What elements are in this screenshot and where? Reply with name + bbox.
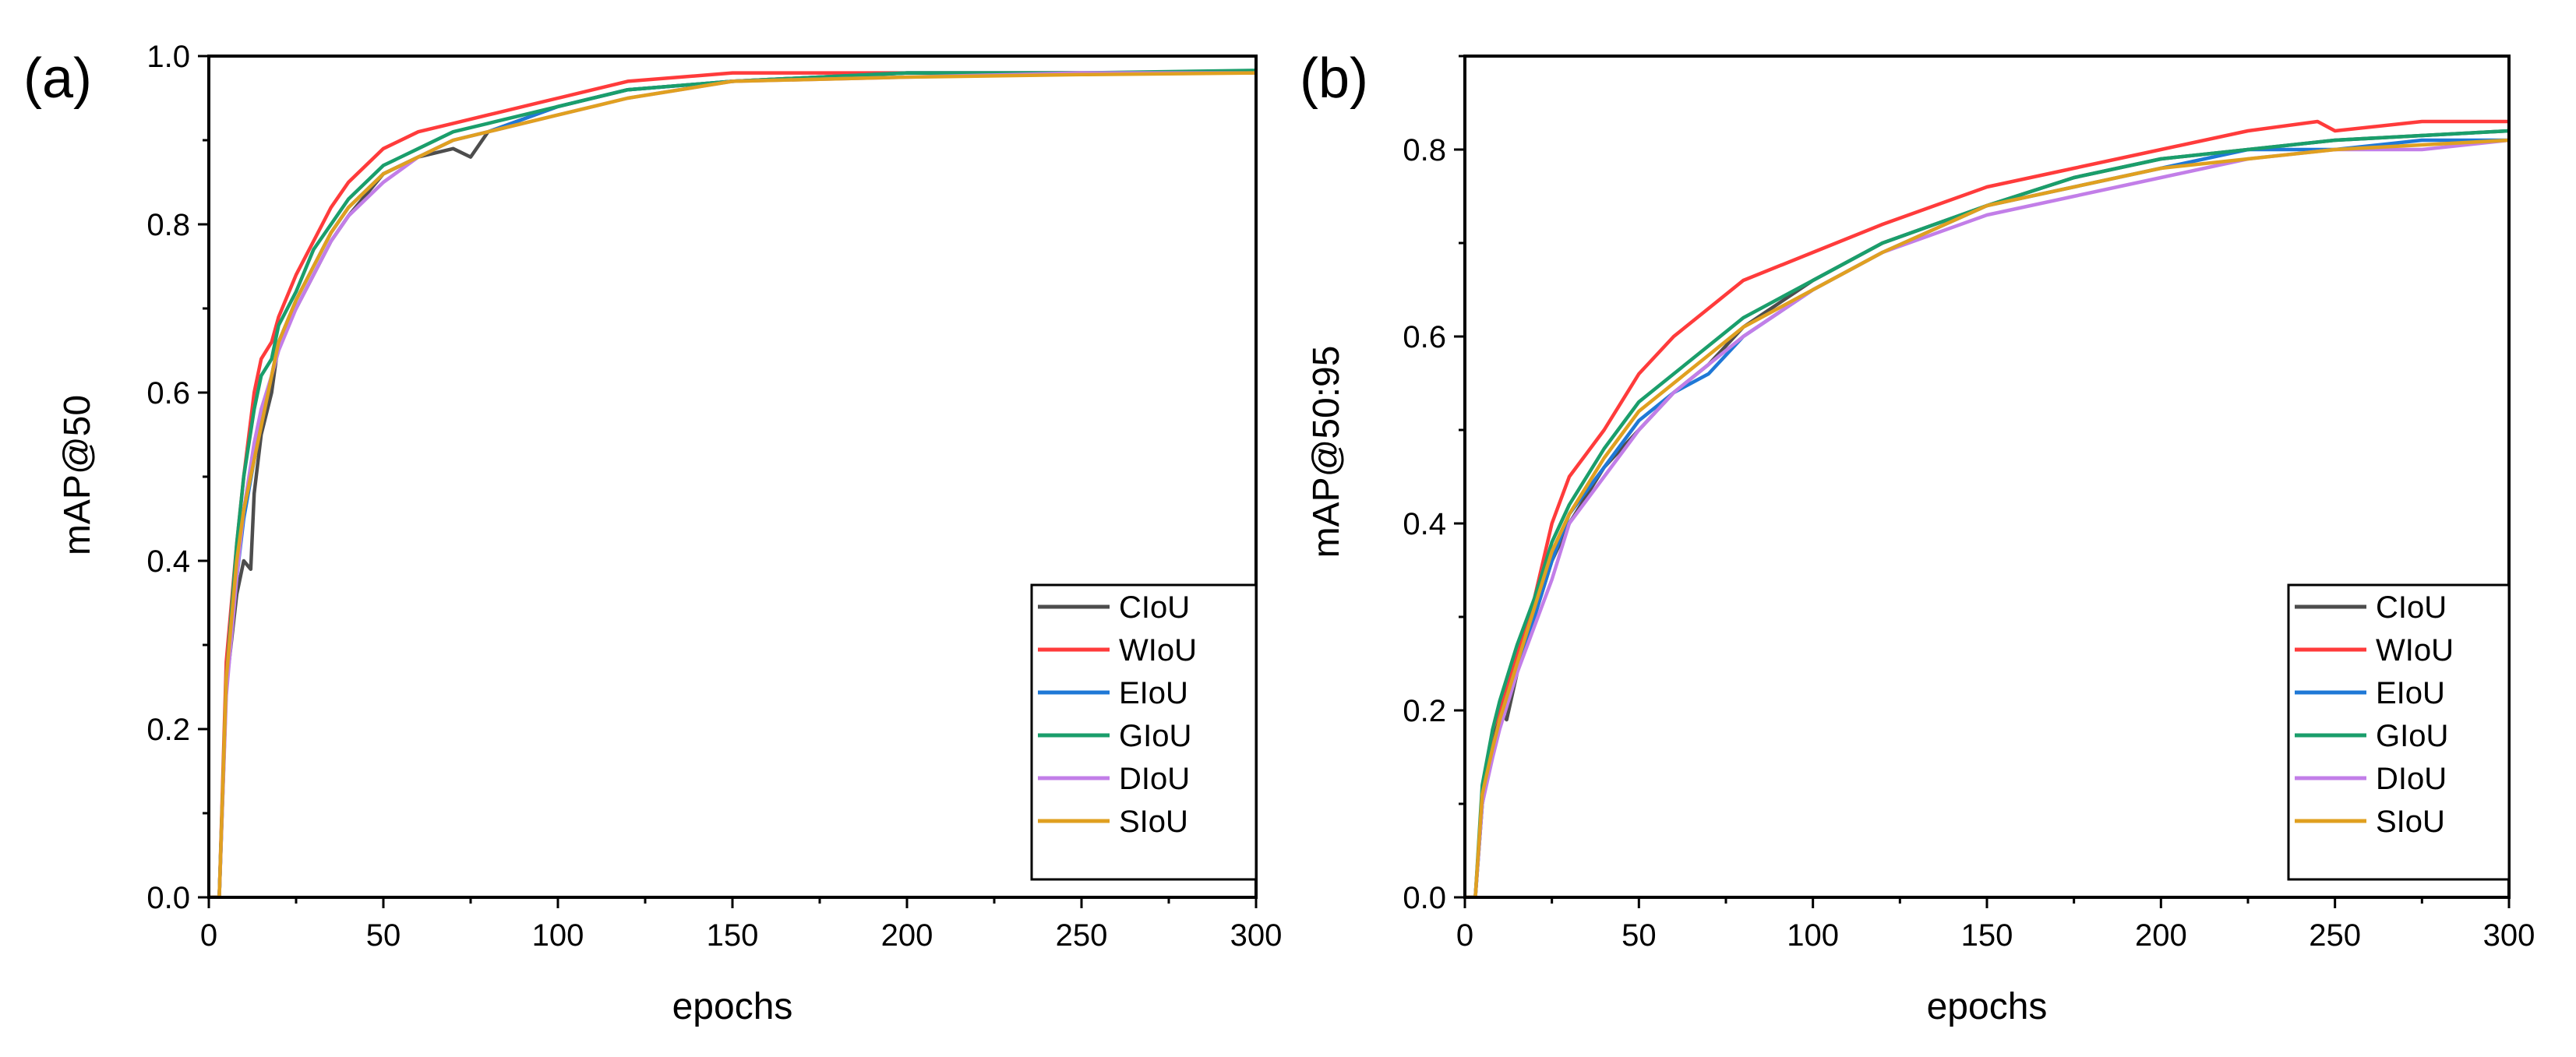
- y-tick-label: 0.4: [1403, 507, 1446, 541]
- y-tick-label: 0.0: [146, 881, 190, 915]
- series-line-wiou: [1465, 119, 2509, 897]
- legend-label-eiou: EIoU: [1119, 676, 1188, 710]
- x-tick-label: 50: [366, 918, 401, 953]
- y-tick-label: 0.0: [1403, 881, 1446, 915]
- x-tick-label: 200: [881, 918, 933, 953]
- y-tick-label: 0.8: [146, 208, 190, 242]
- legend-label-siou: SIoU: [2376, 805, 2445, 839]
- legend-label-siou: SIoU: [1119, 805, 1188, 839]
- x-tick-label: 250: [1056, 918, 1108, 953]
- x-tick-label: 300: [1230, 918, 1283, 953]
- legend-label-wiou: WIoU: [1119, 633, 1197, 668]
- legend-label-diou: DIoU: [2376, 762, 2447, 796]
- x-tick-label: 50: [1621, 918, 1657, 953]
- y-tick-label: 0.2: [146, 713, 190, 747]
- y-tick-label: 0.4: [146, 544, 190, 579]
- series-group: [209, 69, 1256, 897]
- y-tick-label: 0.6: [146, 376, 190, 410]
- x-tick-label: 150: [707, 918, 759, 953]
- y-axis-title-a: mAP@50: [57, 395, 98, 555]
- x-axis-title-b: epochs: [1927, 986, 2048, 1027]
- series-line-siou: [1465, 138, 2509, 897]
- x-tick-label: 150: [1961, 918, 2013, 953]
- x-tick-label: 100: [1787, 918, 1839, 953]
- x-tick-label: 0: [200, 918, 217, 953]
- series-line-diou: [1465, 138, 2509, 897]
- y-tick-label: 0.6: [1403, 320, 1446, 354]
- y-tick-label: 0.2: [1403, 694, 1446, 728]
- legend-label-giou: GIoU: [2376, 719, 2448, 753]
- legend-label-ciou: CIoU: [1119, 590, 1190, 625]
- legend-label-giou: GIoU: [1119, 719, 1191, 753]
- legend-box: [1030, 583, 1258, 881]
- x-tick-label: 200: [2135, 918, 2187, 953]
- series-line-giou: [1465, 129, 2509, 897]
- y-tick-label: 0.8: [1403, 133, 1446, 167]
- x-axis-title-a: epochs: [672, 986, 793, 1027]
- panel-label-b: (b): [1300, 48, 1368, 110]
- series-group: [1465, 119, 2509, 897]
- panel-label-a: (a): [23, 48, 92, 110]
- legend-box: [2287, 583, 2511, 881]
- legend-label-wiou: WIoU: [2376, 633, 2454, 668]
- y-axis-title-b: mAP@50:95: [1306, 346, 1347, 558]
- legend-label-eiou: EIoU: [2376, 676, 2445, 710]
- series-line-giou: [209, 69, 1256, 897]
- x-tick-label: 250: [2309, 918, 2361, 953]
- legend-label-diou: DIoU: [1119, 762, 1190, 796]
- legend-label-ciou: CIoU: [2376, 590, 2447, 625]
- x-tick-label: 300: [2483, 918, 2535, 953]
- y-tick-label: 1.0: [146, 40, 190, 74]
- panel-b: (b) mAP@50:95 epochs 0 50 100 150 200 250 300 0…: [1300, 48, 2535, 1027]
- x-tick-label: 100: [532, 918, 584, 953]
- series-line-siou: [209, 71, 1256, 897]
- panel-a: (a) mAP@50 epochs 0 50 100 150 200 250 300 0.0 0…: [23, 40, 1282, 1027]
- x-tick-label: 0: [1456, 918, 1473, 953]
